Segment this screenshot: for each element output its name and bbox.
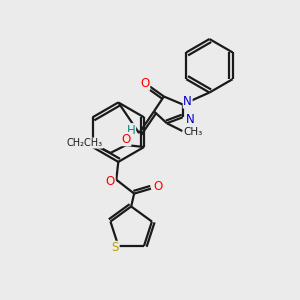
Text: O: O [140, 77, 150, 90]
Text: N: N [186, 113, 195, 126]
Text: CH₂CH₃: CH₂CH₃ [67, 138, 103, 148]
Text: N: N [183, 95, 192, 108]
Text: H: H [127, 124, 136, 137]
Text: O: O [122, 133, 131, 146]
Text: CH₃: CH₃ [183, 127, 202, 137]
Text: O: O [106, 175, 115, 188]
Text: O: O [153, 180, 163, 193]
Text: S: S [112, 242, 119, 254]
